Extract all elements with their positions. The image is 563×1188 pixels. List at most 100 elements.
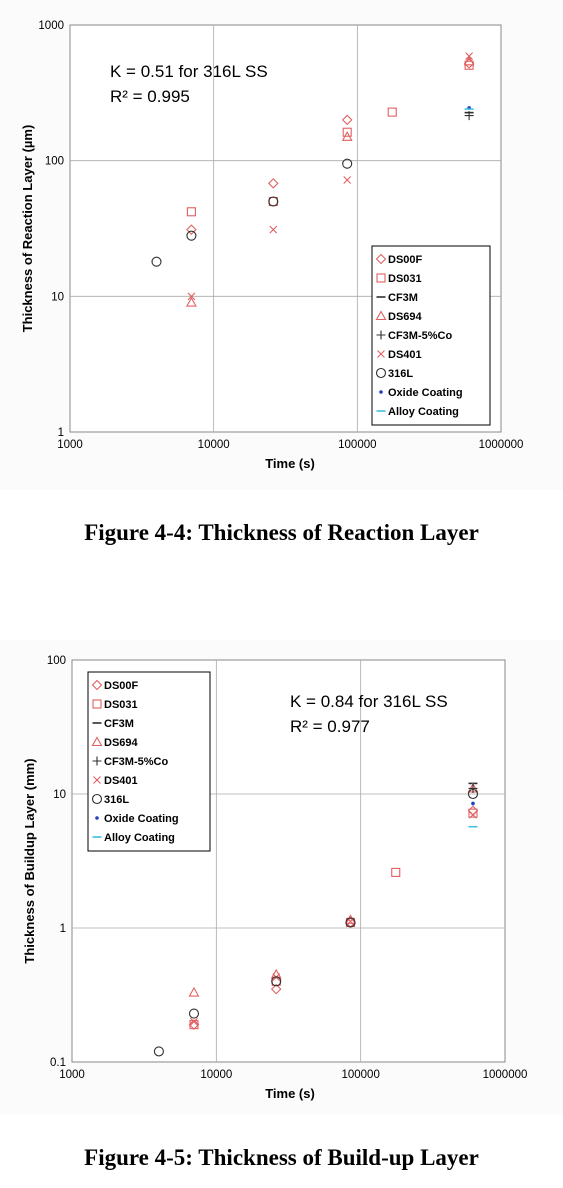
reaction-layer-chart: 1000 10000 100000 1000000 1 10 100 1000 Time (s)… — [0, 0, 563, 490]
chart1-ytick-label: 1 — [58, 427, 64, 439]
chart1-legend-marker-ds00f — [375, 253, 387, 265]
chart1-data-points — [151, 52, 475, 307]
chart2-xtick-label: 1000000 — [483, 1069, 528, 1081]
chart2-point-ds401 — [469, 810, 477, 819]
chart1-legend-label-316l: 316L — [388, 368, 413, 380]
chart2-legend-label-ds401: DS401 — [104, 775, 138, 787]
chart1-legend-label-ds00f: DS00F — [388, 254, 423, 266]
chart1-point-ds00f — [268, 178, 279, 189]
chart1-point-316l — [151, 256, 162, 267]
chart1-point-ds401 — [187, 292, 196, 301]
chart1-annotation-line: K = 0.51 for 316L SS — [110, 62, 268, 81]
chart1-legend-label-ds401: DS401 — [388, 349, 422, 361]
chart2-ytick-label: 1 — [60, 923, 66, 935]
chart2-data-points — [153, 782, 479, 1057]
chart1-legend-label-alloy-coating: Alloy Coating — [388, 406, 459, 418]
chart2-point-ds694 — [270, 968, 282, 979]
chart2-legend-label-316l: 316L — [104, 794, 129, 806]
chart1-point-ds401 — [343, 176, 352, 184]
chart1-x-axis-label: Time (s) — [265, 456, 315, 471]
buildup-layer-chart: 1000 10000 100000 1000000 0.1 1 10 100 Time (s) T… — [0, 640, 563, 1115]
chart1-point-ds00f — [186, 224, 197, 235]
chart1-legend-marker-cf3m-5-co — [376, 330, 386, 340]
chart2-point-316l — [345, 917, 356, 928]
chart2-point-316l — [467, 788, 479, 800]
chart2-legend-label-ds031: DS031 — [104, 699, 138, 711]
figure-4-4-caption: Figure 4-4: Thickness of Reaction Layer — [84, 520, 479, 545]
chart1-point-cf3m-5-co — [464, 111, 474, 121]
chart1-y-axis-label: Thickness of Reaction Layer (µm) — [20, 125, 35, 333]
chart2-y-axis-label: Thickness of Buildup Layer (mm) — [22, 758, 37, 963]
chart1-legend: DS00F DS031 CF3M DS694 CF3M-5%Co DS401 316L Oxi… — [371, 245, 491, 426]
chart2-point-ds031 — [468, 808, 478, 818]
chart1-ytick-label: 1000 — [38, 20, 64, 32]
chart1-point-ds401 — [269, 225, 278, 234]
chart2-point-ds00f — [270, 983, 282, 995]
chart2-legend-marker-oxide-coating — [95, 816, 99, 820]
chart1-annotation-line: R² = 0.995 — [110, 87, 190, 106]
chart2-legend-label-alloy-coating: Alloy Coating — [104, 832, 175, 844]
chart1-legend-marker-ds031 — [376, 273, 386, 283]
chart2-legend-box — [87, 671, 211, 852]
chart2-xtick-label: 10000 — [200, 1069, 232, 1081]
chart2-point-ds401 — [190, 1017, 198, 1026]
chart2-legend-marker-ds401 — [93, 776, 101, 784]
chart1-point-316l — [268, 196, 279, 207]
chart1-xtick-label: 1000000 — [479, 439, 524, 451]
chart2-point-cf3m-5-co — [468, 783, 478, 793]
chart2-point-oxide-coating — [471, 801, 475, 806]
chart1-point-ds031 — [186, 207, 196, 217]
chart2-legend-label-ds694: DS694 — [104, 737, 139, 749]
chart2-legend-marker-ds031 — [92, 699, 102, 709]
chart2-legend-label-ds00f: DS00F — [104, 680, 139, 692]
chart2-x-axis-label: Time (s) — [265, 1086, 315, 1101]
chart2-legend: DS00F DS031 CF3M DS694 CF3M-5%Co DS401 316L Oxi… — [87, 671, 211, 852]
chart1-point-ds694 — [463, 55, 475, 66]
chart2-legend-label-cf3m-5-co: CF3M-5%Co — [104, 756, 168, 768]
chart1-xtick-label: 100000 — [338, 439, 376, 451]
chart2-ytick-label: 0.1 — [50, 1057, 66, 1069]
chart2-legend-label-oxide-coating: Oxide Coating — [104, 813, 179, 825]
chart2-point-ds031 — [391, 867, 401, 877]
chart1-ytick-label: 100 — [45, 156, 64, 168]
chart2-legend-label-cf3m: CF3M — [104, 718, 134, 730]
chart1-point-ds031 — [387, 107, 397, 117]
chart1-point-ds401 — [465, 52, 474, 60]
chart1-legend-label-ds031: DS031 — [388, 273, 422, 285]
chart1-point-ds694 — [185, 296, 197, 307]
chart1-point-316l — [342, 158, 353, 169]
chart1-ytick-label: 10 — [51, 291, 64, 303]
chart1-legend-box — [371, 245, 491, 426]
figure-4-5-caption: Figure 4-5: Thickness of Build-up Layer — [84, 1145, 479, 1170]
chart1-legend-marker-ds401 — [377, 350, 385, 358]
chart2-legend-marker-ds694 — [91, 736, 103, 747]
chart1-legend-label-cf3m-5-co: CF3M-5%Co — [388, 330, 452, 342]
chart1-point-316l — [186, 230, 197, 241]
chart2-point-ds031 — [189, 1020, 199, 1030]
chart2-point-316l — [271, 976, 282, 987]
chart2-xtick-label: 1000 — [59, 1069, 85, 1081]
chart1-point-ds694 — [341, 131, 353, 141]
chart2-legend-marker-316l — [91, 793, 103, 805]
chart1-xtick-label: 10000 — [198, 439, 230, 451]
chart1-legend-marker-316l — [375, 367, 387, 379]
chart1-legend-label-cf3m: CF3M — [388, 292, 418, 304]
chart1-xtick-label: 1000 — [57, 439, 83, 451]
chart2-legend-marker-cf3m-5-co — [92, 756, 102, 766]
chart1-point-ds00f — [341, 114, 353, 126]
chart2-ytick-label: 10 — [53, 789, 66, 801]
chart2-point-316l — [153, 1046, 164, 1057]
chart2-xtick-label: 100000 — [341, 1069, 379, 1081]
chart2-ytick-label: 100 — [47, 655, 66, 667]
chart1-legend-marker-oxide-coating — [379, 390, 383, 394]
chart2-annotation-line: R² = 0.977 — [290, 717, 370, 736]
chart2-annotation-line: K = 0.84 for 316L SS — [290, 692, 448, 711]
chart2-point-ds401 — [346, 917, 355, 926]
chart2-point-316l — [188, 1008, 200, 1019]
chart1-point-ds031 — [342, 127, 352, 137]
chart1-legend-label-ds694: DS694 — [388, 311, 423, 323]
chart2-legend-marker-ds00f — [91, 679, 103, 691]
chart1-legend-label-oxide-coating: Oxide Coating — [388, 387, 463, 399]
chart2-point-ds694 — [188, 986, 200, 997]
chart1-legend-marker-ds694 — [375, 310, 387, 321]
